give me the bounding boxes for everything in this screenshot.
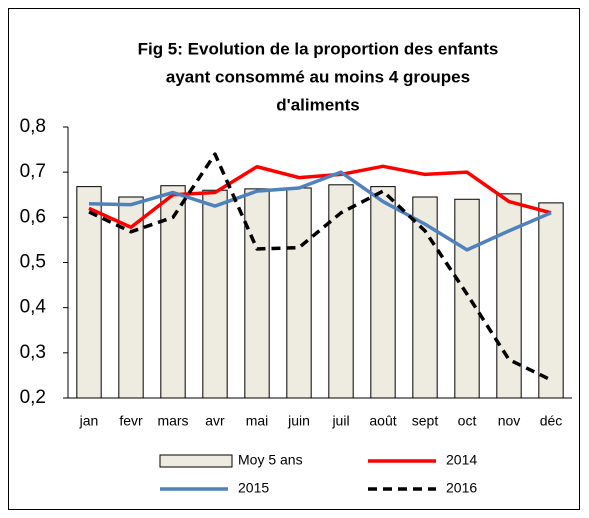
x-tick-label: jan <box>79 413 99 429</box>
bar <box>244 188 270 399</box>
y-tick-label: 0,5 <box>20 252 46 273</box>
bar <box>328 184 354 399</box>
y-tick-label: 0,2 <box>20 387 46 408</box>
x-tick-label: oct <box>458 413 477 429</box>
legend-label: 2016 <box>446 480 477 496</box>
line <box>88 164 552 230</box>
bar <box>538 202 564 399</box>
chart-title: d'aliments <box>276 95 359 114</box>
y-tick-label: 0,8 <box>20 116 46 137</box>
chart-title: Fig 5: Evolution de la proportion des en… <box>138 39 499 58</box>
bar <box>286 187 312 399</box>
x-tick-label: déc <box>540 413 563 429</box>
x-tick-label: avr <box>205 413 225 429</box>
legend-label: Moy 5 ans <box>238 452 303 468</box>
chart-title: ayant consommé au moins 4 groupes <box>166 67 470 86</box>
bar <box>454 198 480 399</box>
line <box>88 170 552 252</box>
y-tick-label: 0,6 <box>20 206 46 227</box>
x-tick-label: juil <box>331 413 349 429</box>
y-tick-label: 0,4 <box>20 297 47 318</box>
x-tick-label: nov <box>498 413 521 429</box>
bar <box>202 189 228 399</box>
legend-label: 2015 <box>238 480 269 496</box>
x-tick-label: mai <box>246 413 269 429</box>
y-tick-label: 0,3 <box>20 342 46 363</box>
x-tick-label: fevr <box>119 413 143 429</box>
x-tick-label: sept <box>412 413 439 429</box>
legend-label: 2014 <box>446 452 477 468</box>
x-tick-label: juin <box>287 413 310 429</box>
x-tick-label: août <box>369 413 396 429</box>
legend-swatch <box>159 454 233 468</box>
bar <box>412 196 438 399</box>
bar <box>370 186 396 399</box>
y-tick-label: 0,7 <box>20 161 46 182</box>
bar <box>496 193 522 399</box>
x-tick-label: mars <box>157 413 188 429</box>
line <box>88 152 552 382</box>
bar <box>76 186 102 399</box>
